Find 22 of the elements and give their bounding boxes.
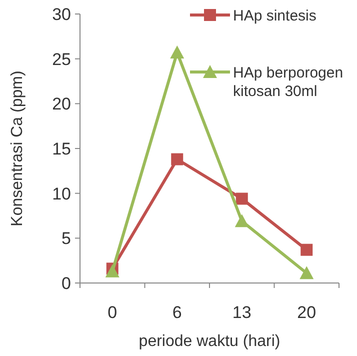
x-tick-label: 13 bbox=[232, 303, 252, 322]
x-tick-label: 20 bbox=[297, 303, 316, 322]
x-axis-title: periode waktu (hari) bbox=[138, 333, 280, 350]
point bbox=[300, 244, 313, 256]
y-tick-label: 10 bbox=[52, 184, 71, 204]
point bbox=[105, 264, 120, 278]
point bbox=[300, 266, 314, 280]
y-tick-label: 20 bbox=[52, 94, 71, 114]
x-tick-label: 6 bbox=[172, 303, 182, 322]
point bbox=[170, 46, 184, 59]
point bbox=[236, 192, 248, 205]
legend-label: HAp sintesis bbox=[233, 7, 316, 24]
y-tick-label: 15 bbox=[52, 139, 71, 158]
point bbox=[234, 214, 249, 228]
y-axis-title: Konsentrasi Ca (ppm) bbox=[9, 70, 26, 226]
y-tick-label: 0 bbox=[62, 274, 71, 293]
y-tick-label: 25 bbox=[52, 50, 71, 69]
y-tick-label: 30 bbox=[52, 4, 71, 24]
x-tick-label: 0 bbox=[108, 303, 118, 322]
point bbox=[171, 153, 184, 166]
legend-label: HAp berporogen kitosan 30ml bbox=[233, 64, 344, 100]
y-tick-label: 5 bbox=[62, 229, 71, 248]
